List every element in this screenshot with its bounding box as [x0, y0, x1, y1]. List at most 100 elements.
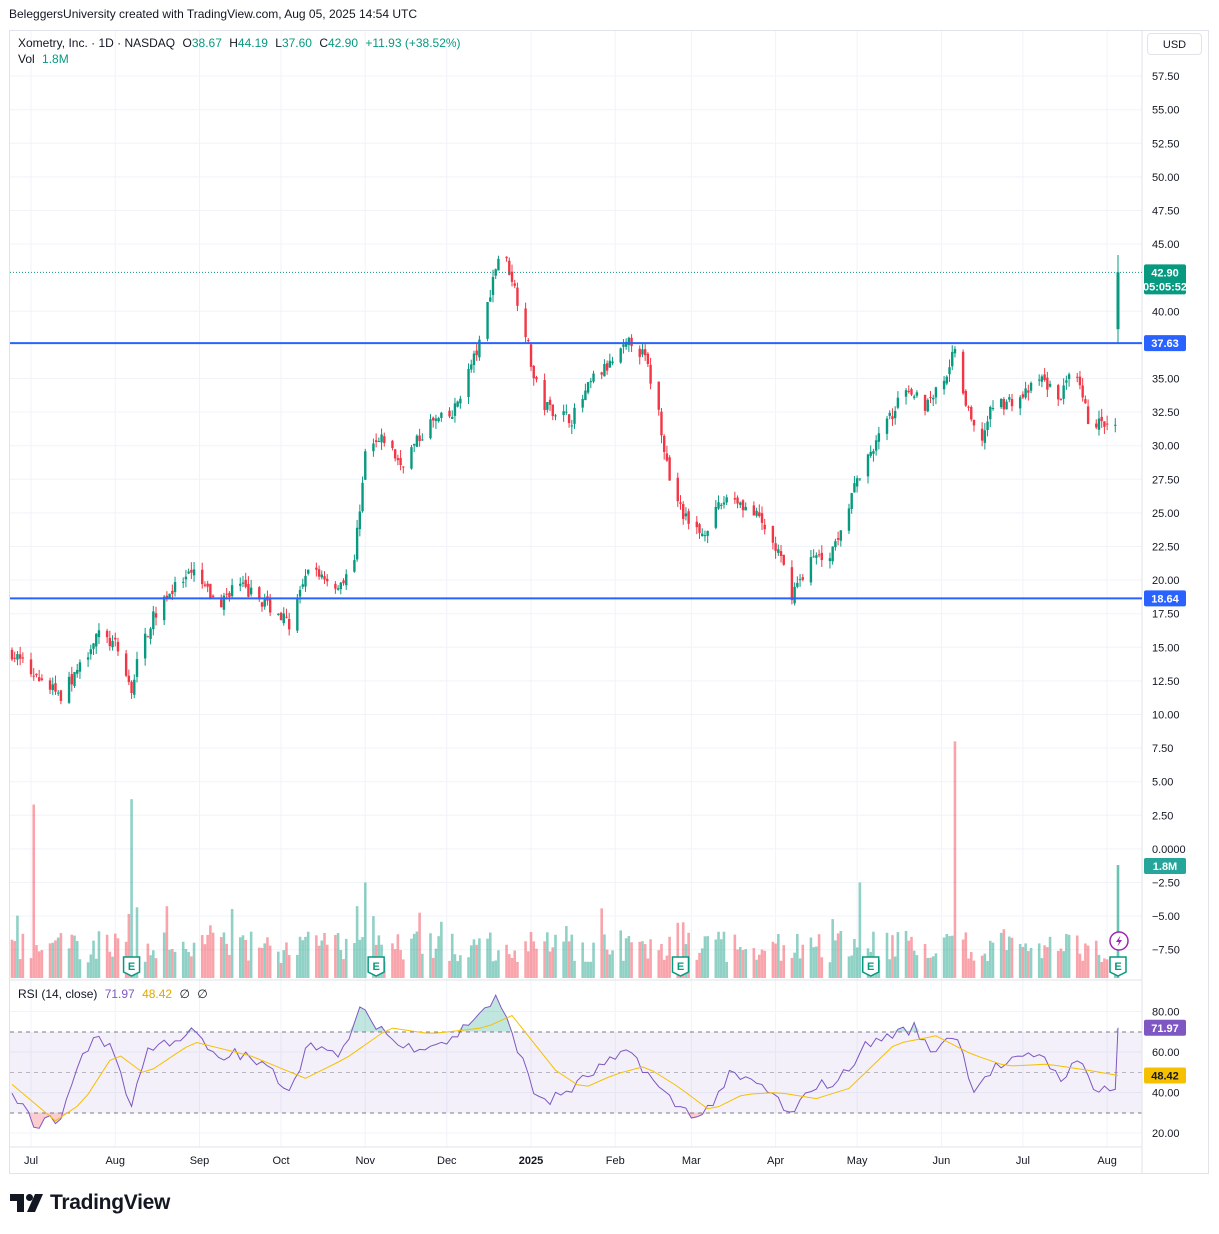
rsi-label[interactable]: RSI (14, close) [18, 987, 98, 1001]
earnings-marker[interactable]: E [861, 956, 880, 977]
candle-body [592, 373, 595, 382]
candle-body [964, 390, 968, 406]
volume-bar [643, 944, 647, 978]
rsi-overbought-fill [359, 1006, 366, 1032]
volume-bar [986, 960, 989, 978]
volume-bar [934, 953, 938, 978]
candle-body [143, 633, 147, 659]
volume-bar [249, 931, 253, 978]
candle-body [676, 477, 679, 502]
candle-body [904, 390, 908, 397]
candle-body [10, 649, 14, 660]
volume-bar [94, 958, 98, 978]
volume-bar [334, 935, 337, 978]
rsi-overbought-fill [365, 1009, 371, 1032]
earnings-marker[interactable]: E [367, 956, 385, 977]
volume-bar [988, 940, 992, 978]
candle-body [258, 587, 261, 600]
volume-bar [146, 943, 150, 978]
candle-body [225, 593, 228, 595]
symbol-label[interactable]: Xometry, Inc. · 1D · NASDAQ [18, 36, 176, 50]
volume-bar [926, 957, 930, 978]
volume-bar [834, 940, 837, 978]
volume-bar [855, 947, 859, 978]
volume-bar [1018, 944, 1022, 978]
volume-bar [717, 931, 720, 978]
candle-body [320, 574, 323, 578]
volume-bar [777, 934, 780, 978]
volume-bar [277, 951, 280, 978]
candle-body [105, 630, 109, 638]
candle-body [548, 399, 552, 405]
volume-bar [850, 955, 853, 978]
candle-body [624, 341, 628, 347]
time-tick-label: Feb [606, 1155, 625, 1167]
candle-body [1078, 376, 1082, 386]
volume-bar [73, 935, 76, 978]
volume-bar [605, 949, 609, 978]
volume-bar [722, 931, 726, 978]
volume-bar [1002, 929, 1006, 978]
grid-lines [10, 31, 1142, 1147]
rsi-overbought-fill [1115, 1027, 1118, 1032]
candle-body [853, 483, 856, 493]
candle-body [527, 339, 530, 342]
volume-bar [418, 912, 421, 978]
currency-button[interactable]: USD [1147, 33, 1202, 55]
candle-body [866, 454, 870, 477]
horizontal-levels[interactable] [10, 342, 1142, 600]
volume-bar [755, 959, 758, 978]
candle-body [839, 530, 843, 541]
volume-bar [624, 938, 628, 978]
candle-body [76, 669, 79, 674]
volume-bar [342, 959, 345, 978]
close-value: 42.90 [328, 36, 359, 50]
volume-bar [1067, 934, 1071, 978]
candle-body [415, 435, 419, 447]
time-tick-label: Aug [1097, 1155, 1117, 1167]
candle-body [562, 411, 565, 415]
volume-bar [1029, 947, 1033, 978]
candle-body [543, 379, 546, 411]
volume-bar [991, 942, 995, 978]
volume-bar [554, 934, 557, 978]
open-label: O [182, 36, 192, 50]
volume-bar [1056, 950, 1060, 978]
rsi-axis[interactable]: 80.00 60.00 40.00 20.00 [1152, 1007, 1180, 1141]
volume-bar [600, 908, 603, 978]
volume-label[interactable]: Vol [18, 52, 35, 66]
candle-body [287, 618, 291, 630]
price-tick-label: 20.00 [1152, 575, 1180, 587]
alert-icon[interactable] [1109, 931, 1129, 951]
price-axis[interactable]: 57.50 55.00 52.50 50.00 47.50 45.00 40.00 35.00… [1152, 71, 1186, 957]
earnings-marker[interactable]: E [1109, 956, 1127, 977]
time-tick-label: Oct [272, 1155, 289, 1167]
candle-body [828, 558, 832, 562]
volume-bar [497, 950, 500, 978]
chart-svg[interactable]: E E E E E 57.50 55.00 52.50 50.00 47.50 45.00 40.0… [0, 0, 1219, 1180]
volume-bar [548, 951, 552, 978]
volume-bar [1043, 945, 1046, 978]
earnings-marker[interactable]: E [671, 956, 690, 977]
volume-bar [983, 953, 987, 978]
candle-body [48, 680, 52, 690]
volume-bar [37, 951, 41, 978]
earnings-marker[interactable]: E [122, 956, 141, 977]
volume-bar [660, 943, 663, 978]
candle-body [29, 659, 33, 675]
volume-bar [676, 922, 680, 978]
candle-body [744, 506, 747, 511]
volume-bar [507, 954, 511, 978]
candle-body [353, 560, 356, 572]
candle-body [790, 567, 794, 601]
candle-body [923, 394, 927, 411]
candle-body [529, 344, 533, 367]
candle-body [418, 435, 421, 442]
volume-bar [149, 955, 152, 978]
time-axis[interactable]: Jul Aug Sep Oct Nov Dec 2025 Feb Mar Apr May Jun Jul… [24, 1155, 1117, 1167]
candle-body [961, 351, 965, 394]
candle-body [869, 451, 872, 456]
volume-bar [907, 940, 911, 978]
candle-body [355, 527, 359, 560]
